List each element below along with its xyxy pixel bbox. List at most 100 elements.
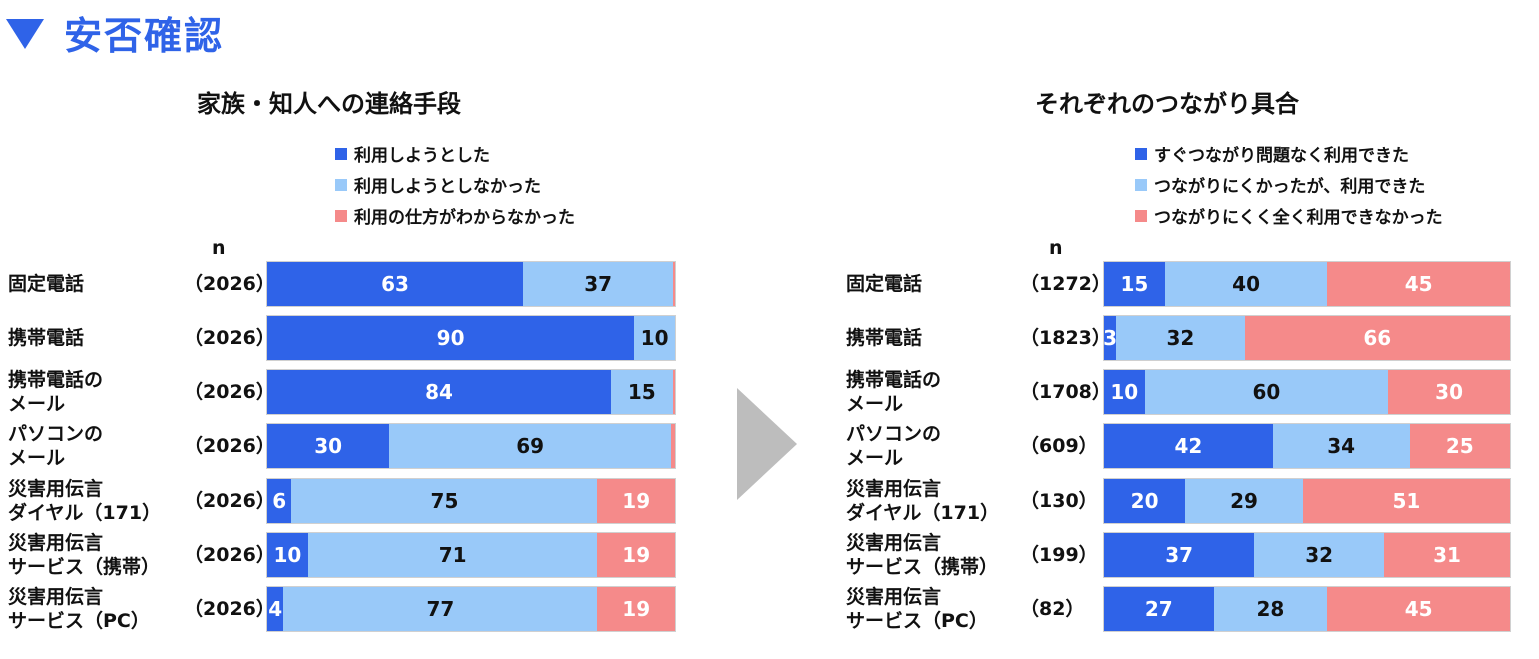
category-label-line: 災害用伝言 xyxy=(8,478,104,500)
category-label-line: 災害用伝言 xyxy=(846,532,942,554)
category-label: 災害用伝言 サービス（携帯） xyxy=(846,528,998,582)
data-label: 40 xyxy=(1232,272,1260,296)
sample-size: （2026） xyxy=(184,381,275,403)
bar-segment: 4 xyxy=(267,587,284,631)
bar-segment: 31 xyxy=(1384,533,1510,577)
category-label: 携帯電話 xyxy=(8,311,84,365)
legend-item: 利用しようとした xyxy=(335,138,575,169)
bar-segment xyxy=(672,370,675,414)
category-label: パソコンの メール xyxy=(846,419,941,473)
stacked-bar: 20 29 51 xyxy=(1103,478,1511,524)
data-label: 45 xyxy=(1404,272,1433,296)
bar-segment: 69 xyxy=(389,424,671,468)
legend-label: 利用しようとしなかった xyxy=(354,177,541,197)
data-label: 19 xyxy=(622,543,651,567)
data-label: 71 xyxy=(438,543,467,567)
bar-segment: 19 xyxy=(597,479,675,523)
data-label: 10 xyxy=(1110,380,1139,404)
bar-segment: 28 xyxy=(1213,587,1328,631)
sample-size: （2026） xyxy=(184,598,275,620)
chart-connectivity: それぞれのつながり具合 すぐつながり問題なく利用できた つながりにくかったが、利用で… xyxy=(770,0,1530,659)
stacked-bar: 6 75 19 xyxy=(266,478,676,524)
category-label: パソコンの メール xyxy=(8,419,103,473)
category-label-line: 固定電話 xyxy=(846,273,923,295)
data-label: 90 xyxy=(436,326,465,350)
triangle-down-icon xyxy=(6,19,44,49)
category-label-line: 災害用伝言 xyxy=(846,478,942,500)
stacked-bar: 30 69 xyxy=(266,423,676,469)
sample-size: （2026） xyxy=(184,327,275,349)
data-label: 63 xyxy=(381,272,409,296)
chart-title: 家族・知人への連絡手段 xyxy=(197,90,461,118)
bar-segment: 75 xyxy=(291,479,598,523)
bar-segment: 3 xyxy=(1103,316,1117,360)
sample-size: （2026） xyxy=(184,435,275,457)
stacked-bar: 37 32 31 xyxy=(1103,532,1511,578)
bar-segment: 77 xyxy=(283,587,598,631)
data-label: 77 xyxy=(426,597,455,621)
data-label: 15 xyxy=(1120,272,1149,296)
data-label: 3 xyxy=(1103,326,1117,350)
legend-swatch xyxy=(1135,209,1147,222)
data-label: 10 xyxy=(640,326,669,350)
bar-segment: 60 xyxy=(1144,370,1389,414)
data-label: 66 xyxy=(1363,326,1392,350)
bar-segment xyxy=(673,262,675,306)
stacked-bar: 3 32 66 xyxy=(1103,315,1511,361)
category-label-line: メール xyxy=(8,393,66,415)
legend-item: つながりにくく全く利用できなかった xyxy=(1135,200,1443,231)
data-label: 69 xyxy=(516,434,545,458)
data-label: 20 xyxy=(1130,489,1159,513)
legend-label: 利用しようとした xyxy=(354,146,490,166)
bar-segment: 15 xyxy=(1104,262,1165,306)
sample-size: （82） xyxy=(1020,598,1085,620)
bar-segment: 30 xyxy=(267,424,390,468)
bar-segment: 42 xyxy=(1104,424,1273,468)
stacked-bar: 84 15 xyxy=(266,369,676,415)
category-label: 携帯電話の メール xyxy=(846,365,941,419)
category-label-line: パソコンの xyxy=(846,423,942,445)
data-label: 32 xyxy=(1305,543,1334,567)
category-label: 固定電話 xyxy=(846,257,922,311)
category-label-line: サービス（PC） xyxy=(8,610,150,632)
data-label: 25 xyxy=(1445,434,1474,458)
data-label: 37 xyxy=(1165,543,1194,567)
bar-segment: 25 xyxy=(1409,424,1510,468)
page-title: 安否確認 xyxy=(64,13,225,58)
bar-segment: 30 xyxy=(1388,370,1510,414)
sample-size: （1272） xyxy=(1020,273,1111,295)
category-label-line: パソコンの xyxy=(8,423,104,445)
legend-swatch xyxy=(335,209,347,222)
stacked-bar: 10 60 30 xyxy=(1103,369,1511,415)
bar-segment: 71 xyxy=(307,533,598,577)
bar-segment: 6 xyxy=(267,479,292,523)
data-label: 75 xyxy=(430,489,459,513)
category-label: 携帯電話の メール xyxy=(8,365,103,419)
data-label: 32 xyxy=(1166,326,1195,350)
category-label-line: 固定電話 xyxy=(8,273,85,295)
category-label: 災害用伝言 ダイヤル（171） xyxy=(846,474,999,528)
legend-item: つながりにくかったが、利用できた xyxy=(1135,169,1443,200)
data-label: 30 xyxy=(314,434,343,458)
category-label: 災害用伝言 サービス（携帯） xyxy=(8,528,160,582)
stacked-bar: 90 10 xyxy=(266,315,676,361)
category-label-line: 災害用伝言 xyxy=(8,532,104,554)
sample-size: （2026） xyxy=(184,273,275,295)
bar-segment: 32 xyxy=(1116,316,1245,360)
category-label: 災害用伝言 サービス（PC） xyxy=(846,582,988,636)
category-label-line: 携帯電話 xyxy=(846,327,923,349)
data-label: 15 xyxy=(627,380,656,404)
chart-contact-methods: 家族・知人への連絡手段 利用しようとした 利用しようとしなかった 利用の仕方がわからな… xyxy=(0,0,760,659)
category-label-line: メール xyxy=(846,447,904,469)
data-label: 34 xyxy=(1327,434,1356,458)
legend-swatch xyxy=(1135,178,1147,191)
bar-segment: 32 xyxy=(1254,533,1385,577)
data-label: 19 xyxy=(622,489,651,513)
bar-segment xyxy=(670,424,675,468)
data-label: 6 xyxy=(272,489,287,513)
sample-size: （1708） xyxy=(1020,381,1111,403)
legend-swatch xyxy=(335,178,347,191)
bar-segment: 37 xyxy=(1104,533,1255,577)
bar-segment: 19 xyxy=(597,587,675,631)
bar-segment: 15 xyxy=(611,370,673,414)
